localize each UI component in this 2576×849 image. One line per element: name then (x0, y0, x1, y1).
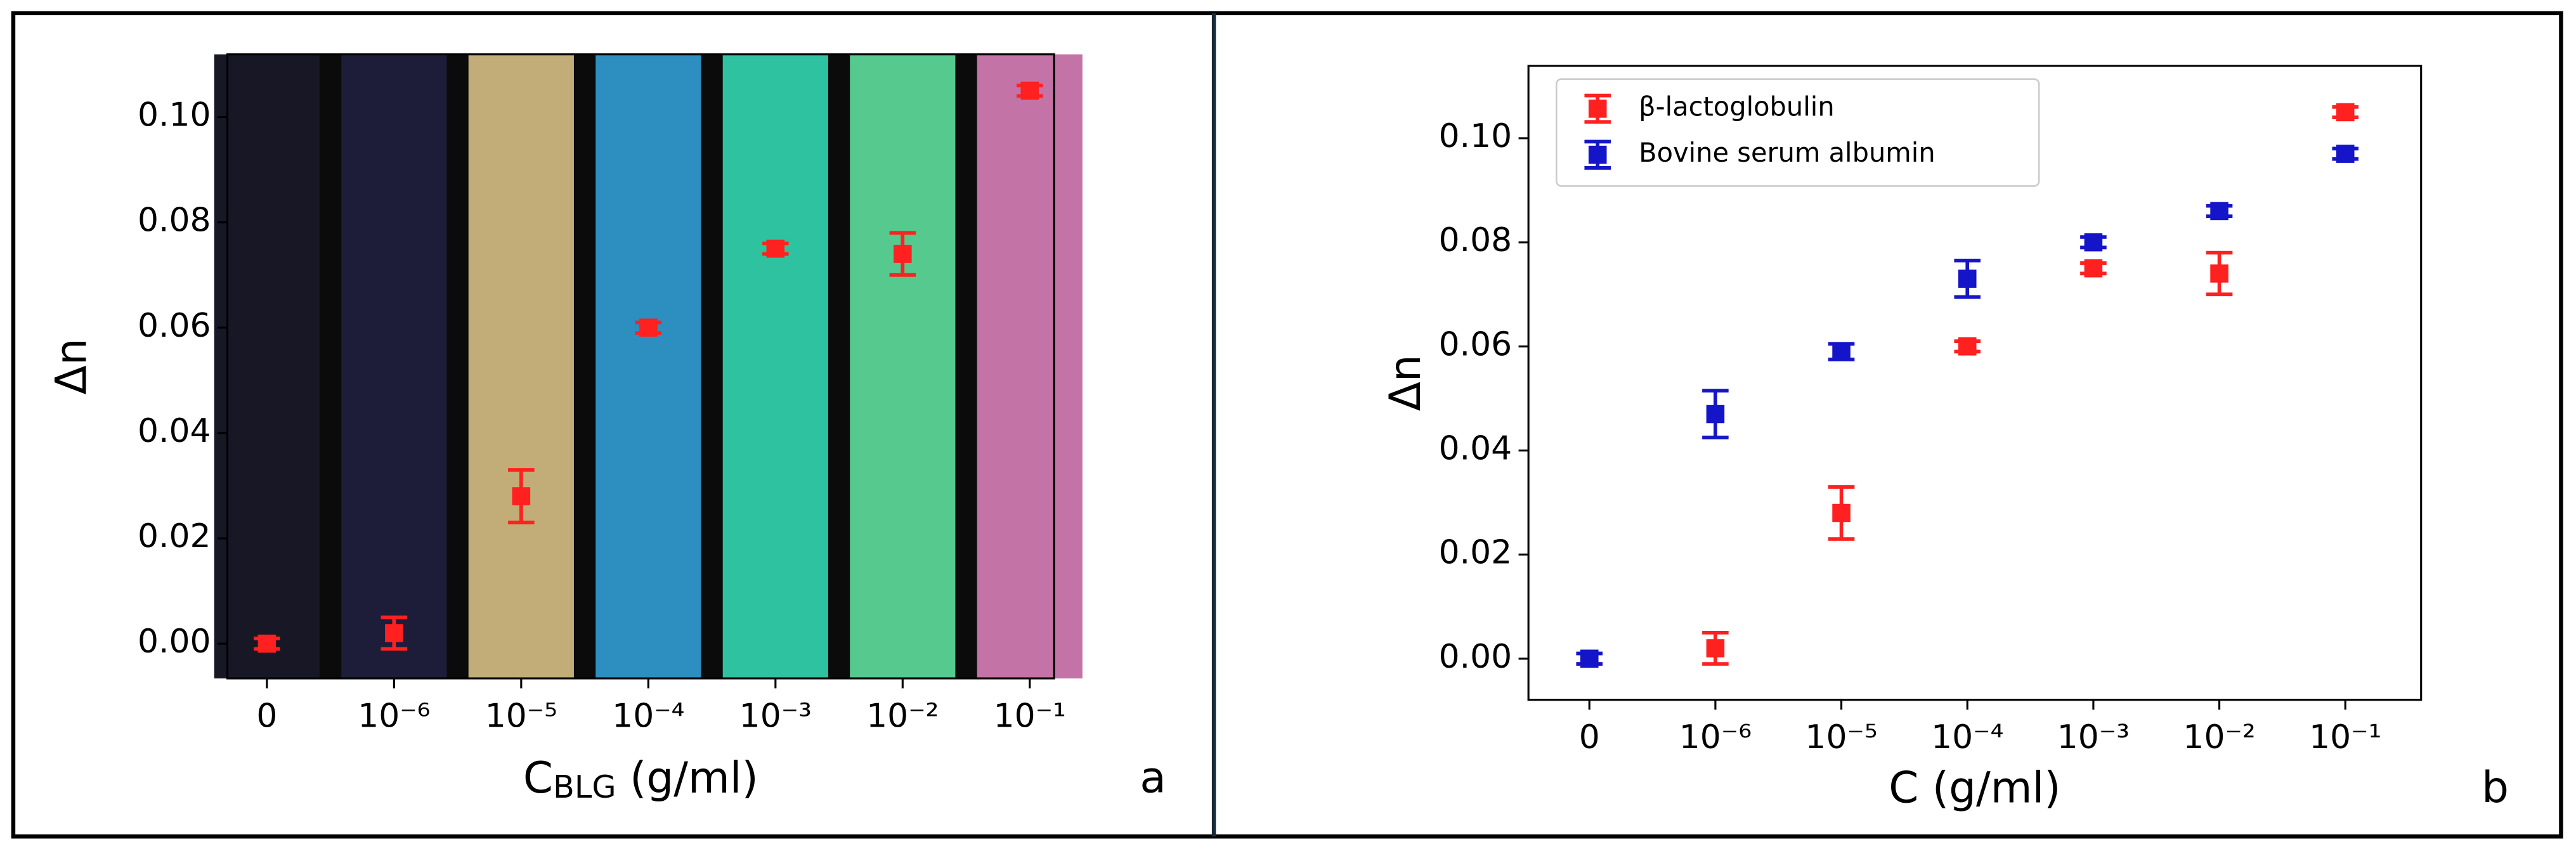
error-point (2332, 103, 2359, 122)
y-tick-label: 0.10 (1439, 117, 1512, 155)
marker (2336, 103, 2355, 122)
x-tick-label: 10⁻⁶ (358, 697, 430, 735)
x-tick-label: 10⁻³ (739, 697, 812, 735)
axes-frame (1527, 65, 2423, 701)
error-point (2206, 250, 2233, 297)
image-strip (722, 54, 828, 678)
y-tick-label: 0.02 (1439, 534, 1512, 572)
marker (894, 245, 912, 263)
image-strip (468, 54, 574, 678)
error-point (2080, 233, 2107, 252)
marker (385, 624, 403, 642)
x-axis-label-part: (g/ml) (1918, 762, 2060, 812)
y-tick-label: 0.02 (138, 517, 211, 555)
marker (2084, 259, 2103, 278)
x-tick-label: 10⁻⁵ (485, 697, 557, 735)
marker (257, 634, 276, 653)
error-point (2080, 259, 2107, 278)
y-tick-label: 0.00 (138, 623, 211, 661)
marker (1832, 342, 1851, 361)
y-tick-label: 0.08 (1439, 221, 1512, 259)
marker (1580, 649, 1599, 668)
y-axis-label: Δn (46, 338, 96, 394)
y-tick-label: 0.00 (1439, 638, 1512, 676)
axes-frame (226, 53, 1055, 680)
x-tick-label: 10⁻² (866, 697, 939, 735)
image-strip (595, 54, 701, 678)
legend-label: β-lactoglobulin (1639, 91, 1835, 122)
y-tick-label: 0.06 (138, 307, 211, 345)
x-tick-label: 10⁻⁴ (612, 697, 684, 735)
legend-label: Bovine serum albumin (1639, 137, 1935, 168)
legend-marker (1588, 145, 1607, 164)
error-point (635, 318, 662, 337)
error-point (1828, 342, 1855, 361)
marker (2084, 233, 2103, 252)
marker (1706, 405, 1725, 424)
error-point (889, 231, 916, 277)
error-point (762, 239, 789, 258)
marker (1958, 337, 1977, 356)
x-tick-label: 10⁻¹ (994, 697, 1066, 735)
x-axis-label-part: C (1889, 762, 1918, 812)
y-tick-label: 0.04 (138, 412, 211, 450)
panel-label: b (2482, 762, 2509, 812)
error-point (1576, 649, 1603, 668)
legend-marker (1588, 100, 1607, 118)
marker (1832, 503, 1851, 522)
error-point (2332, 145, 2359, 163)
x-tick-label: 10⁻⁵ (1805, 718, 1877, 756)
y-tick-label: 0.10 (138, 96, 211, 134)
error-point (1702, 630, 1729, 666)
x-tick-label: 10⁻² (2183, 718, 2255, 756)
x-axis-label: C (g/ml) (1889, 762, 2060, 812)
panel-label: a (1140, 753, 1166, 803)
legend-box (1556, 78, 2040, 187)
x-axis-label-part: BLG (553, 768, 616, 805)
y-axis-label: Δn (1380, 354, 1430, 411)
marker (2210, 264, 2228, 283)
x-tick-label: 0 (1579, 718, 1600, 756)
error-point (508, 468, 535, 524)
error-point (2206, 202, 2233, 221)
x-axis-label-part: C (523, 753, 553, 803)
marker (2336, 145, 2355, 163)
x-tick-label: 10⁻⁶ (1679, 718, 1752, 756)
error-point (254, 634, 280, 653)
x-tick-label: 0 (256, 697, 277, 735)
y-tick-label: 0.06 (1439, 325, 1512, 363)
x-axis-label: CBLG (g/ml) (523, 753, 758, 805)
x-tick-label: 10⁻⁴ (1931, 718, 2003, 756)
error-point (1954, 337, 1981, 356)
marker (639, 318, 658, 337)
marker (512, 487, 531, 505)
marker (1020, 81, 1039, 100)
image-strip (341, 54, 447, 678)
marker (1958, 269, 1977, 288)
y-tick-label: 0.04 (1439, 430, 1512, 468)
x-tick-label: 10⁻¹ (2309, 718, 2381, 756)
error-point (1702, 389, 1729, 439)
marker (766, 239, 785, 258)
image-strip (850, 54, 956, 678)
error-point (1017, 81, 1043, 100)
marker (2210, 202, 2228, 221)
error-point (381, 615, 408, 651)
image-strip (977, 54, 1083, 678)
x-axis-label-part: (g/ml) (616, 753, 758, 803)
error-point (1954, 259, 1981, 299)
marker (1706, 639, 1725, 658)
error-point (1828, 485, 1855, 541)
y-tick-label: 0.08 (138, 202, 211, 240)
image-strip (214, 54, 320, 678)
x-tick-label: 10⁻³ (2057, 718, 2130, 756)
